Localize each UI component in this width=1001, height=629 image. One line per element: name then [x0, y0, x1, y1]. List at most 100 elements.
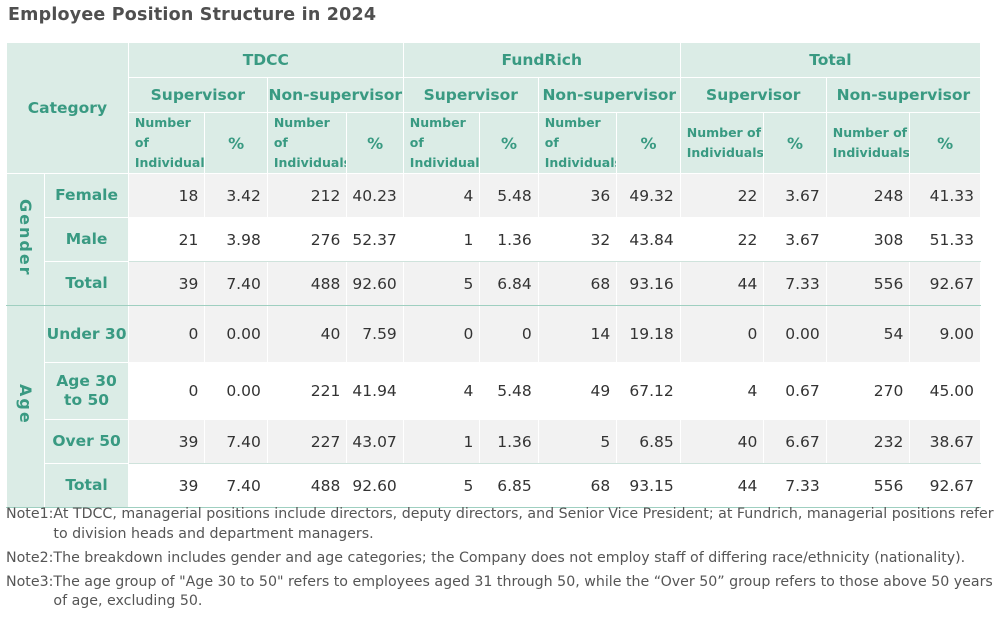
note-key: Note2: — [6, 549, 54, 566]
row-label: Total — [44, 463, 129, 508]
row-label: Total — [44, 261, 129, 306]
percent-cell: 0.00 — [204, 305, 268, 363]
percent-cell: 19.18 — [616, 305, 681, 363]
percent-cell: 41.94 — [346, 362, 404, 420]
percent-cell: 41.33 — [909, 173, 981, 218]
gender-section: Gender Female 18 3.42 212 40.23 4 5.48 36 49.32 22… — [5, 173, 981, 306]
count-cell: 4 — [679, 362, 765, 420]
count-cell: 44 — [679, 261, 765, 306]
percent-header: % — [909, 112, 981, 174]
number-of-individuals-header: Number of Individuals — [537, 112, 618, 174]
percent-cell: 92.67 — [909, 261, 981, 306]
note-1: Note1: At TDCC, managerial positions inc… — [6, 505, 996, 544]
percent-cell: 6.85 — [479, 463, 539, 508]
percent-cell: 0.00 — [763, 305, 827, 363]
total-supervisor-header: Supervisor — [679, 77, 827, 113]
percent-cell: 52.37 — [346, 217, 404, 262]
table-row: Male 21 3.98 276 52.37 1 1.36 32 43.84 22 3.67 308 5… — [7, 217, 981, 262]
count-cell: 32 — [537, 217, 618, 262]
age-section: Age Under 30 0 0.00 40 7.59 0 0 14 19.18 0 0.00 54 9.… — [5, 305, 981, 508]
percent-cell: 7.33 — [763, 463, 827, 508]
group-header-total: Total — [679, 42, 982, 78]
header-line: Individuals — [409, 155, 480, 170]
percent-cell: 0.67 — [763, 362, 827, 420]
count-cell: 22 — [679, 217, 765, 262]
header-line: Number of — [686, 125, 762, 140]
percent-cell: 5.48 — [479, 173, 539, 218]
count-cell: 488 — [266, 261, 348, 306]
percent-cell: 43.84 — [616, 217, 681, 262]
count-cell: 248 — [825, 173, 911, 218]
count-cell: 1 — [402, 419, 481, 464]
count-cell: 39 — [127, 261, 206, 306]
table-row: Total 39 7.40 488 92.60 5 6.85 68 93.15 44 7.33 556… — [7, 463, 981, 508]
count-cell: 0 — [127, 305, 206, 363]
note-2: Note2: The breakdown includes gender and… — [6, 549, 996, 569]
percent-cell: 3.67 — [763, 173, 827, 218]
count-cell: 0 — [127, 362, 206, 420]
count-cell: 556 — [825, 463, 911, 508]
gender-group-label: Gender — [5, 173, 46, 306]
percent-cell: 7.40 — [204, 419, 268, 464]
count-cell: 0 — [679, 305, 765, 363]
count-cell: 21 — [127, 217, 206, 262]
header-line: Individuals — [544, 155, 617, 170]
count-cell: 5 — [537, 419, 618, 464]
count-cell: 276 — [266, 217, 348, 262]
count-cell: 40 — [679, 419, 765, 464]
count-cell: 270 — [825, 362, 911, 420]
count-cell: 36 — [537, 173, 618, 218]
group-header-fundrich: FundRich — [402, 42, 681, 78]
count-cell: 4 — [402, 362, 481, 420]
table-row: Age Under 30 0 0.00 40 7.59 0 0 14 19.18 0 0.00 54 9.… — [5, 305, 981, 508]
count-cell: 39 — [127, 463, 206, 508]
note-key: Note1: — [6, 506, 54, 522]
table-row: Over 50 39 7.40 227 43.07 1 1.36 5 6.85 40 6.67 232… — [7, 419, 981, 464]
note-key: Note3: — [6, 573, 54, 590]
notes: Note1: At TDCC, managerial positions inc… — [6, 505, 996, 616]
table-row: Gender Female 18 3.42 212 40.23 4 5.48 36 49.32 22… — [5, 173, 981, 306]
row-label: Under 30 — [44, 305, 129, 363]
percent-cell: 9.00 — [909, 305, 981, 363]
table-row: Total 39 7.40 488 92.60 5 6.84 68 93.16 44 7.33 556… — [7, 261, 981, 306]
header-line: Number of — [832, 125, 908, 140]
count-cell: 18 — [127, 173, 206, 218]
count-cell: 49 — [537, 362, 618, 420]
percent-cell: 5.48 — [479, 362, 539, 420]
percent-cell: 92.60 — [346, 261, 404, 306]
group-header-tdcc: TDCC — [127, 42, 404, 78]
percent-header: % — [479, 112, 539, 174]
tdcc-nonsupervisor-header: Non-supervisor — [266, 77, 404, 113]
header-line: Number of — [134, 115, 191, 150]
header-line: Individuals — [686, 145, 764, 160]
header-line: Number of — [273, 115, 330, 150]
header-row-roles: Supervisor Non-supervisor Supervisor Non… — [7, 77, 982, 113]
row-label: Male — [44, 217, 129, 262]
percent-cell: 7.59 — [346, 305, 404, 363]
header-line: Individuals — [134, 155, 205, 170]
group-label-text: Age — [16, 384, 36, 425]
header-line: Number of — [544, 115, 601, 150]
count-cell: 39 — [127, 419, 206, 464]
percent-cell: 45.00 — [909, 362, 981, 420]
percent-cell: 49.32 — [616, 173, 681, 218]
percent-header: % — [616, 112, 681, 174]
header-line: Individuals — [273, 155, 347, 170]
position-structure-table: Category TDCC FundRich Total Supervisor … — [5, 42, 982, 508]
count-cell: 1 — [402, 217, 481, 262]
count-cell: 40 — [266, 305, 348, 363]
count-cell: 14 — [537, 305, 618, 363]
count-cell: 232 — [825, 419, 911, 464]
percent-cell: 1.36 — [479, 217, 539, 262]
percent-cell: 93.15 — [616, 463, 681, 508]
note-text: At TDCC, managerial positions include di… — [53, 506, 994, 542]
group-label-text: Gender — [16, 198, 36, 277]
percent-header: % — [763, 112, 827, 174]
table-row: Age 30 to 50 0 0.00 221 41.94 4 5.48 49 67.12 4 0.… — [7, 362, 981, 420]
count-cell: 68 — [537, 261, 618, 306]
count-cell: 68 — [537, 463, 618, 508]
percent-cell: 67.12 — [616, 362, 681, 420]
percent-cell: 3.42 — [204, 173, 268, 218]
percent-cell: 3.98 — [204, 217, 268, 262]
percent-cell: 43.07 — [346, 419, 404, 464]
